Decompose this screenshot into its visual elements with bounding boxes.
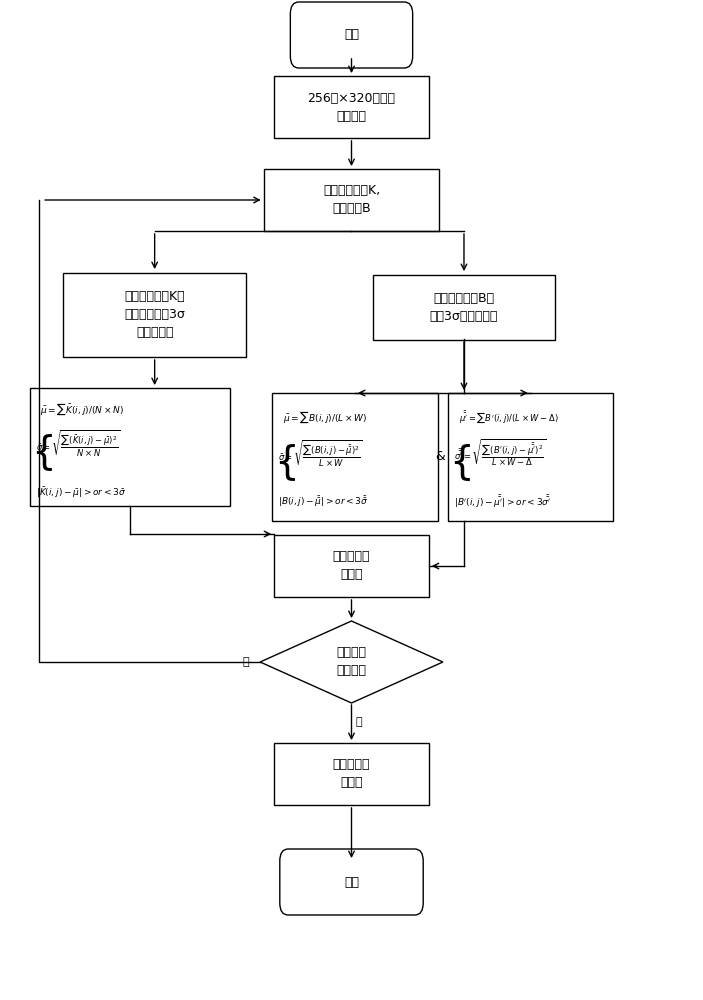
Text: {: { (450, 443, 475, 481)
FancyBboxPatch shape (274, 743, 429, 805)
Text: $|\bar{K}(i,j)-\bar{\mu}|>or<3\bar{\sigma}$: $|\bar{K}(i,j)-\bar{\mu}|>or<3\bar{\sigm… (35, 486, 126, 500)
FancyBboxPatch shape (280, 849, 423, 915)
FancyBboxPatch shape (373, 274, 555, 340)
FancyBboxPatch shape (274, 535, 429, 597)
Text: {: { (273, 443, 299, 481)
Text: &: & (435, 450, 444, 464)
Text: 256行×320列图像
数据输入: 256行×320列图像 数据输入 (307, 92, 396, 122)
Text: 基于偏置矩阵B的
二次3σ法盲元检测: 基于偏置矩阵B的 二次3σ法盲元检测 (430, 292, 498, 322)
Text: 基于增益矩阵K的
掩膜滑动窗口3σ
法盲元检测: 基于增益矩阵K的 掩膜滑动窗口3σ 法盲元检测 (124, 290, 185, 340)
Text: 盲元表存取
和更新: 盲元表存取 和更新 (333, 550, 370, 582)
Text: 结束: 结束 (344, 876, 359, 888)
Text: $\bar{\bar{\sigma'}}=\sqrt{\dfrac{\sum(B'(i,j)-\bar{\bar{\mu'}})^2}{L\times W-\D: $\bar{\bar{\sigma'}}=\sqrt{\dfrac{\sum(B… (453, 438, 546, 468)
Text: $|B'(i,j)-\bar{\bar{\mu'}}|>or<3\bar{\bar{\sigma'}}$: $|B'(i,j)-\bar{\bar{\mu'}}|>or<3\bar{\ba… (453, 494, 551, 510)
FancyBboxPatch shape (272, 393, 437, 521)
Text: 开始: 开始 (344, 28, 359, 41)
Text: $\bar{\mu}=\sum B(i,j)/(L\times W)$: $\bar{\mu}=\sum B(i,j)/(L\times W)$ (283, 409, 368, 425)
FancyBboxPatch shape (63, 272, 246, 357)
FancyBboxPatch shape (290, 2, 413, 68)
Text: 否: 否 (243, 657, 250, 667)
Text: 是否全温
度段测量: 是否全温 度段测量 (337, 647, 366, 678)
FancyBboxPatch shape (30, 388, 230, 506)
Text: 后续盲元补
偿操作: 后续盲元补 偿操作 (333, 758, 370, 790)
Text: $\bar{\mu}=\sum\bar{K}(i,j)/(N\times N)$: $\bar{\mu}=\sum\bar{K}(i,j)/(N\times N)$ (41, 401, 124, 417)
Text: {: { (32, 433, 56, 471)
Text: $\bar{\sigma}=\sqrt{\dfrac{\sum(B(i,j)-\bar{\bar{\mu}})^2}{L\times W}}$: $\bar{\sigma}=\sqrt{\dfrac{\sum(B(i,j)-\… (278, 438, 363, 468)
FancyBboxPatch shape (264, 169, 439, 231)
Polygon shape (260, 621, 443, 703)
Text: 求取增益矩阵K,
偏置矩阵B: 求取增益矩阵K, 偏置矩阵B (323, 184, 380, 216)
Text: $|B(i,j)-\bar{\bar{\mu}}|>or<3\bar{\bar{\sigma}}$: $|B(i,j)-\bar{\bar{\mu}}|>or<3\bar{\bar{… (278, 495, 368, 509)
Text: 是: 是 (355, 717, 361, 727)
Text: $\bar{\sigma}=\sqrt{\dfrac{\sum(\bar{K}(i,j)-\bar{\mu})^2}{N\times N}}$: $\bar{\sigma}=\sqrt{\dfrac{\sum(\bar{K}(… (35, 428, 120, 458)
FancyBboxPatch shape (274, 76, 429, 138)
FancyBboxPatch shape (449, 393, 613, 521)
Text: $\bar{\bar{\mu'}}=\sum B'(i,j)/(L\times W-\Delta)$: $\bar{\bar{\mu'}}=\sum B'(i,j)/(L\times … (458, 409, 558, 425)
